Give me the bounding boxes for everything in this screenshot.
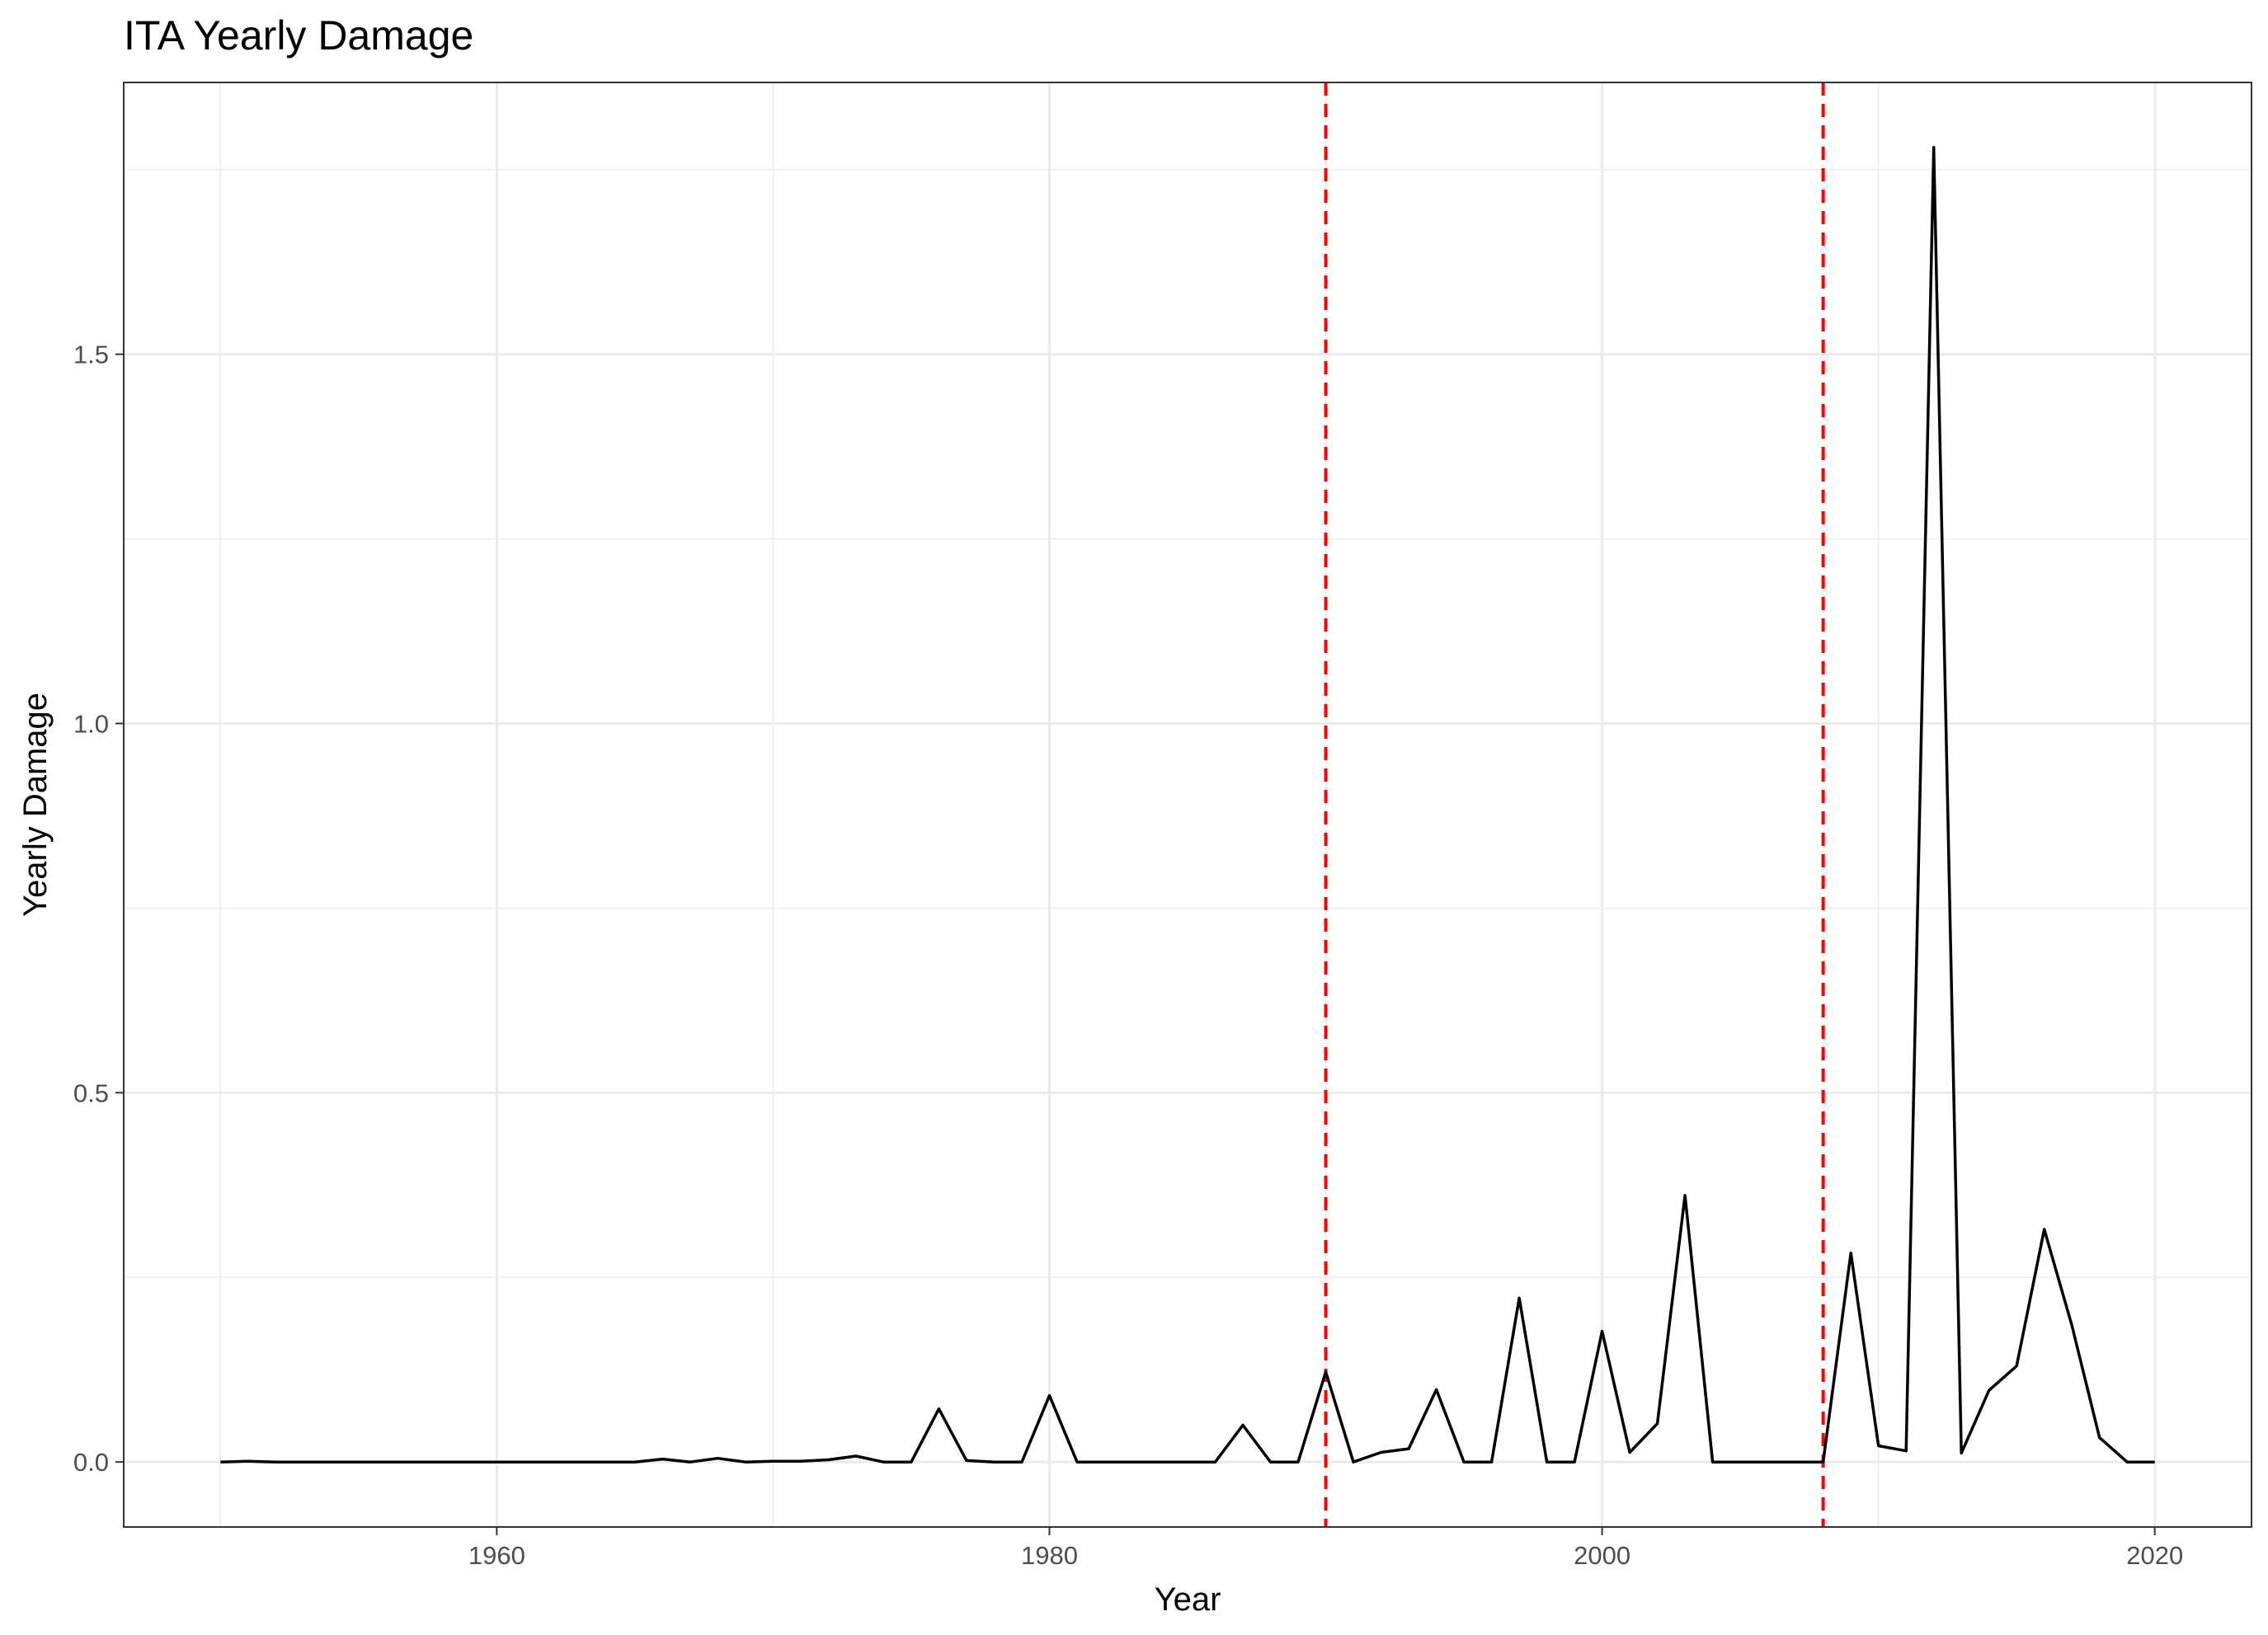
y-tick-label: 1.0 [73, 709, 109, 738]
x-axis-title: Year [1155, 1581, 1221, 1618]
y-tick-label: 1.5 [73, 341, 109, 369]
panel-border [123, 82, 2252, 1528]
chart-title: ITA Yearly Damage [124, 12, 473, 59]
x-tick-label: 1960 [468, 1541, 525, 1570]
reference-lines [1324, 82, 1825, 1527]
y-tick-label: 0.0 [73, 1448, 109, 1477]
series-line [220, 146, 2155, 1464]
y-axis-ticks: 0.0 0.5 1.0 1.5 [73, 341, 124, 1477]
y-tick-label: 0.5 [73, 1078, 109, 1107]
x-tick-label: 2020 [2126, 1541, 2183, 1570]
x-tick-label: 1980 [1021, 1541, 1078, 1570]
x-tick-label: 2000 [1574, 1541, 1630, 1570]
y-axis-title: Yearly Damage [17, 693, 54, 917]
series-lines [220, 146, 2155, 1464]
x-axis-ticks: 1960 1980 2000 2020 [468, 1527, 2183, 1570]
panel-background [124, 82, 2252, 1527]
